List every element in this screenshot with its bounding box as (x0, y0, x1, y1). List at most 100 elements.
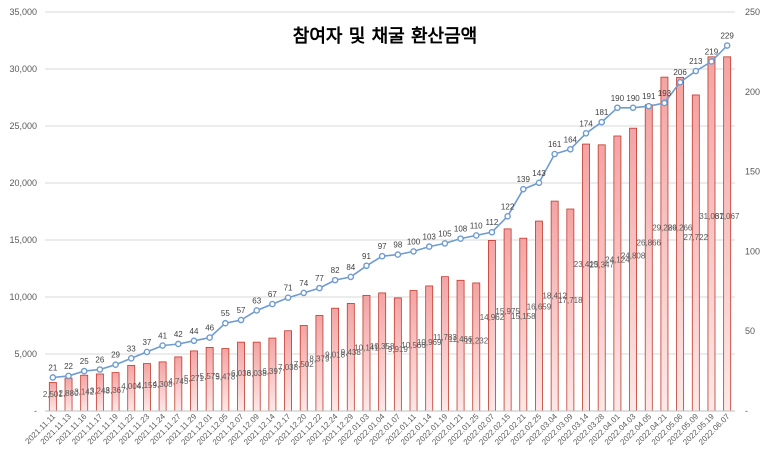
bar-data-label: 23,415 (574, 260, 599, 269)
line-point (488, 228, 496, 236)
bar-data-label: 9,438 (341, 348, 362, 357)
line-data-label: 143 (532, 169, 546, 178)
y-right-tick-label: 250 (745, 7, 760, 17)
line-data-label: 46 (205, 324, 214, 333)
bar-data-label: 3,367 (106, 386, 127, 395)
line-point (65, 372, 72, 380)
bar (425, 285, 434, 412)
y-left-tick-label: 10,000 (9, 292, 37, 302)
y-right-tick-label: 100 (745, 246, 760, 256)
bar-data-label: 29,286 (652, 223, 677, 232)
bar-data-label: 5,579 (200, 372, 221, 381)
line-point (551, 150, 558, 158)
line-data-label: 33 (127, 344, 136, 353)
line-point (472, 232, 480, 239)
line-point (347, 273, 355, 281)
bar-data-label: 24,124 (605, 256, 630, 265)
line-data-label: 44 (190, 327, 199, 336)
line-point (598, 118, 606, 126)
line-data-label: 63 (252, 296, 261, 305)
line-point (190, 337, 198, 345)
bar-data-label: 26,866 (637, 239, 662, 248)
line-point (410, 248, 417, 255)
line-point (112, 361, 119, 369)
bar (535, 220, 543, 412)
line-data-label: 67 (268, 290, 277, 299)
bar (456, 279, 465, 412)
bar-data-label: 10,969 (417, 338, 442, 347)
bar-data-label: 18,412 (542, 292, 567, 301)
line-point (159, 342, 166, 349)
line-data-label: 193 (658, 89, 672, 98)
bar-series (48, 56, 732, 412)
line-point (723, 42, 731, 49)
line-data-label: 74 (299, 279, 308, 288)
bar (691, 94, 700, 412)
line-data-label: 229 (720, 32, 734, 41)
line-data-label: 97 (378, 242, 387, 251)
line-data-label: 164 (564, 135, 578, 144)
line-point (316, 284, 323, 292)
line-point (582, 129, 590, 137)
bar (644, 104, 653, 412)
line-point (237, 316, 245, 324)
line-point (519, 185, 527, 193)
line-data-label: 100 (407, 237, 421, 246)
line-data-label: 98 (393, 241, 402, 250)
y-right-tick-label: 50 (745, 326, 755, 336)
bar (566, 208, 575, 412)
line-data-label: 190 (611, 94, 625, 103)
line-point (394, 251, 402, 258)
line-data-label: 37 (142, 338, 151, 347)
line-point (363, 262, 370, 270)
bar-data-label: 3,142 (74, 387, 95, 396)
bar-data-label: 29,266 (668, 224, 693, 233)
bar (613, 135, 622, 412)
line-data-label: 139 (517, 175, 531, 184)
bar-data-label: 4,308 (153, 380, 174, 389)
y-left-tick-label: 15,000 (9, 235, 37, 245)
line-data-label: 57 (237, 306, 246, 315)
line-point (49, 374, 57, 381)
bar (597, 144, 606, 412)
line-point (661, 99, 668, 107)
y-left-tick-label: 20,000 (9, 178, 37, 188)
line-data-label: 112 (486, 218, 499, 227)
line-data-label: 26 (95, 356, 104, 365)
bar-data-label: 3,248 (90, 387, 111, 396)
line-point (80, 367, 88, 375)
bar-data-label: 10,566 (401, 341, 426, 350)
bar-data-label: 27,722 (684, 233, 709, 242)
line-point (96, 366, 104, 373)
line-data-label: 108 (454, 225, 468, 234)
bar-data-label: 9,919 (388, 345, 409, 354)
line-point (222, 319, 229, 327)
y-right-tick-label: 150 (745, 167, 760, 177)
line-data-label: 84 (346, 263, 355, 272)
bar-data-label: 11,466 (449, 335, 473, 344)
line-point (645, 102, 653, 110)
line-data-label: 219 (705, 47, 719, 56)
bar-data-label: 2,880 (59, 389, 80, 398)
line-point (378, 252, 386, 260)
bar-data-label: 2,501 (43, 390, 64, 399)
line-point (253, 307, 261, 314)
bar-data-label: 16,659 (527, 303, 552, 312)
line-point (441, 240, 449, 247)
line-point (567, 145, 574, 153)
line-point (692, 67, 700, 75)
y-left-tick-label: 30,000 (9, 64, 37, 74)
line-point (269, 300, 276, 308)
bar-data-label: 7,502 (294, 360, 315, 369)
bar-data-label: 14,962 (480, 313, 505, 322)
line-data-label: 105 (438, 229, 452, 238)
data-labels: 21 22 25 26 29 33 37 41 42 44 46 55 57 63 67 71 74 77 82 84… (43, 32, 740, 399)
bar-data-label: 15,158 (511, 312, 536, 321)
bar (393, 297, 402, 412)
line-data-label: 55 (221, 309, 230, 318)
bar (362, 294, 371, 412)
bar (582, 143, 590, 412)
y-right-tick-label: 200 (745, 87, 760, 97)
axes: - 5,000 10,000 15,000 20,000 25,000 30,000 35,0… (9, 7, 760, 447)
line-point (331, 276, 339, 284)
